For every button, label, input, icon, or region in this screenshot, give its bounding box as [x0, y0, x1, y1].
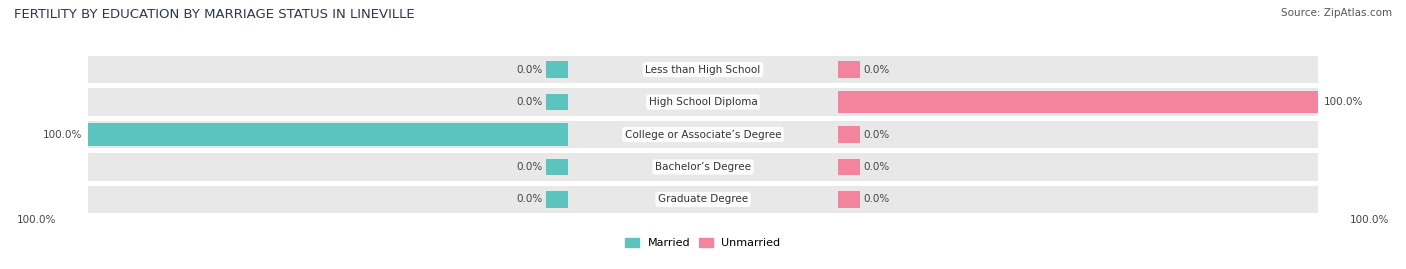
Bar [546, 94, 568, 110]
Legend: Married, Unmarried: Married, Unmarried [621, 233, 785, 253]
Text: 100.0%: 100.0% [1350, 215, 1389, 225]
Bar [546, 159, 568, 175]
Text: 0.0%: 0.0% [863, 194, 889, 204]
Bar [87, 88, 1319, 116]
Bar [838, 191, 860, 208]
Text: 0.0%: 0.0% [863, 65, 889, 75]
Bar [546, 191, 568, 208]
Text: 0.0%: 0.0% [517, 97, 543, 107]
Text: High School Diploma: High School Diploma [648, 97, 758, 107]
Text: Less than High School: Less than High School [645, 65, 761, 75]
Text: 100.0%: 100.0% [1324, 97, 1364, 107]
Text: Source: ZipAtlas.com: Source: ZipAtlas.com [1281, 8, 1392, 18]
Text: 0.0%: 0.0% [863, 162, 889, 172]
Text: Graduate Degree: Graduate Degree [658, 194, 748, 204]
Bar [87, 153, 1319, 181]
Text: 0.0%: 0.0% [863, 129, 889, 140]
Bar [838, 91, 1319, 113]
Text: College or Associate’s Degree: College or Associate’s Degree [624, 129, 782, 140]
Text: 0.0%: 0.0% [517, 194, 543, 204]
Bar [546, 61, 568, 78]
Bar [87, 186, 1319, 213]
Text: Bachelor’s Degree: Bachelor’s Degree [655, 162, 751, 172]
Bar [87, 56, 1319, 83]
Text: 0.0%: 0.0% [517, 162, 543, 172]
Bar [87, 123, 568, 146]
Text: FERTILITY BY EDUCATION BY MARRIAGE STATUS IN LINEVILLE: FERTILITY BY EDUCATION BY MARRIAGE STATU… [14, 8, 415, 21]
Text: 0.0%: 0.0% [517, 65, 543, 75]
Text: 100.0%: 100.0% [17, 215, 56, 225]
Bar [87, 121, 1319, 148]
Bar [838, 61, 860, 78]
Bar [838, 126, 860, 143]
Bar [838, 159, 860, 175]
Text: 100.0%: 100.0% [42, 129, 82, 140]
